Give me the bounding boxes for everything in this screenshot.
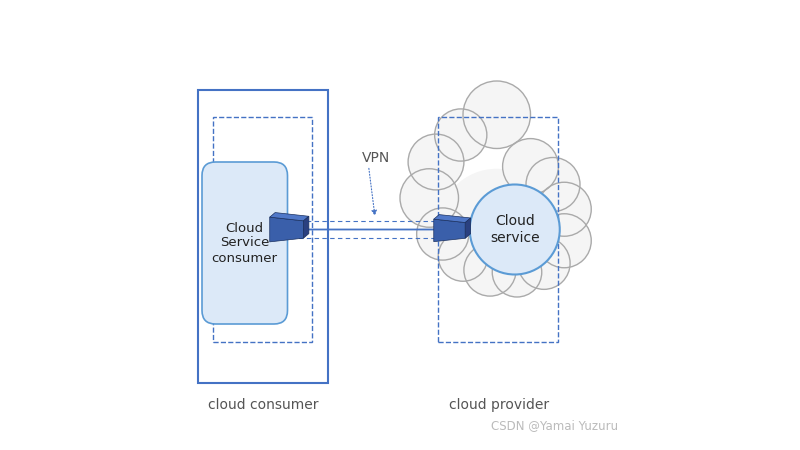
Circle shape [434,109,487,161]
Text: Cloud
service: Cloud service [490,214,539,245]
Polygon shape [270,217,303,242]
Polygon shape [434,219,466,242]
Circle shape [417,208,469,260]
Text: cloud provider: cloud provider [449,398,549,412]
Polygon shape [303,216,309,238]
Circle shape [408,134,464,190]
Polygon shape [270,212,309,221]
FancyBboxPatch shape [202,162,287,324]
Circle shape [538,182,591,236]
Circle shape [492,248,542,297]
Circle shape [400,169,458,227]
Circle shape [518,237,570,289]
Text: VPN: VPN [362,150,390,165]
Circle shape [526,158,580,212]
Circle shape [538,214,591,268]
Text: CSDN @Yamai Yuzuru: CSDN @Yamai Yuzuru [491,419,618,432]
Polygon shape [466,218,470,238]
Circle shape [470,184,560,274]
Polygon shape [434,215,470,223]
Circle shape [438,169,555,286]
Text: Cloud
Service
consumer: Cloud Service consumer [212,221,278,265]
Circle shape [463,81,530,148]
Circle shape [502,139,558,194]
Circle shape [438,232,488,281]
Circle shape [464,244,516,296]
Text: cloud consumer: cloud consumer [207,398,318,412]
